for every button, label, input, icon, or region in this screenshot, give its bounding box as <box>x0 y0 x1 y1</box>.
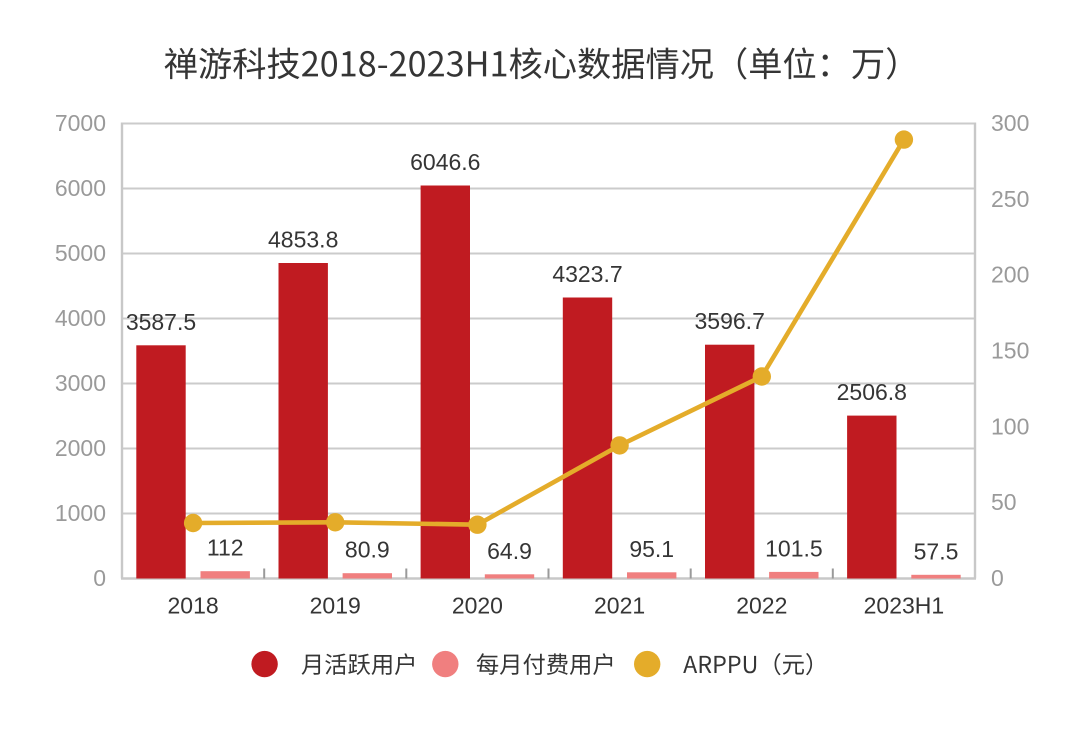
svg-text:64.9: 64.9 <box>487 538 532 564</box>
svg-text:4853.8: 4853.8 <box>268 227 338 253</box>
svg-text:6000: 6000 <box>55 175 106 201</box>
svg-text:4323.7: 4323.7 <box>552 261 622 287</box>
svg-text:2022: 2022 <box>736 593 787 619</box>
svg-text:7000: 7000 <box>55 110 106 136</box>
svg-text:2021: 2021 <box>594 593 645 619</box>
svg-text:2019: 2019 <box>310 593 361 619</box>
svg-text:3596.7: 3596.7 <box>695 308 765 334</box>
svg-text:4000: 4000 <box>55 305 106 331</box>
svg-text:300: 300 <box>991 110 1029 136</box>
svg-text:3587.5: 3587.5 <box>126 309 196 335</box>
svg-text:57.5: 57.5 <box>914 538 959 564</box>
svg-text:2000: 2000 <box>55 435 106 461</box>
svg-text:2020: 2020 <box>452 593 503 619</box>
svg-text:2506.8: 2506.8 <box>837 379 907 405</box>
svg-text:0: 0 <box>93 565 106 591</box>
svg-text:3000: 3000 <box>55 370 106 396</box>
svg-text:250: 250 <box>991 186 1029 212</box>
svg-text:50: 50 <box>991 489 1017 515</box>
svg-text:2018: 2018 <box>168 593 219 619</box>
svg-text:0: 0 <box>991 565 1004 591</box>
svg-text:150: 150 <box>991 338 1029 364</box>
svg-text:95.1: 95.1 <box>629 536 674 562</box>
svg-text:80.9: 80.9 <box>345 537 390 563</box>
svg-text:200: 200 <box>991 262 1029 288</box>
svg-text:100: 100 <box>991 413 1029 439</box>
svg-text:5000: 5000 <box>55 240 106 266</box>
svg-text:112: 112 <box>207 535 244 561</box>
svg-text:1000: 1000 <box>55 500 106 526</box>
svg-text:6046.6: 6046.6 <box>410 149 480 175</box>
svg-text:2023H1: 2023H1 <box>864 593 945 619</box>
svg-text:101.5: 101.5 <box>765 535 823 561</box>
